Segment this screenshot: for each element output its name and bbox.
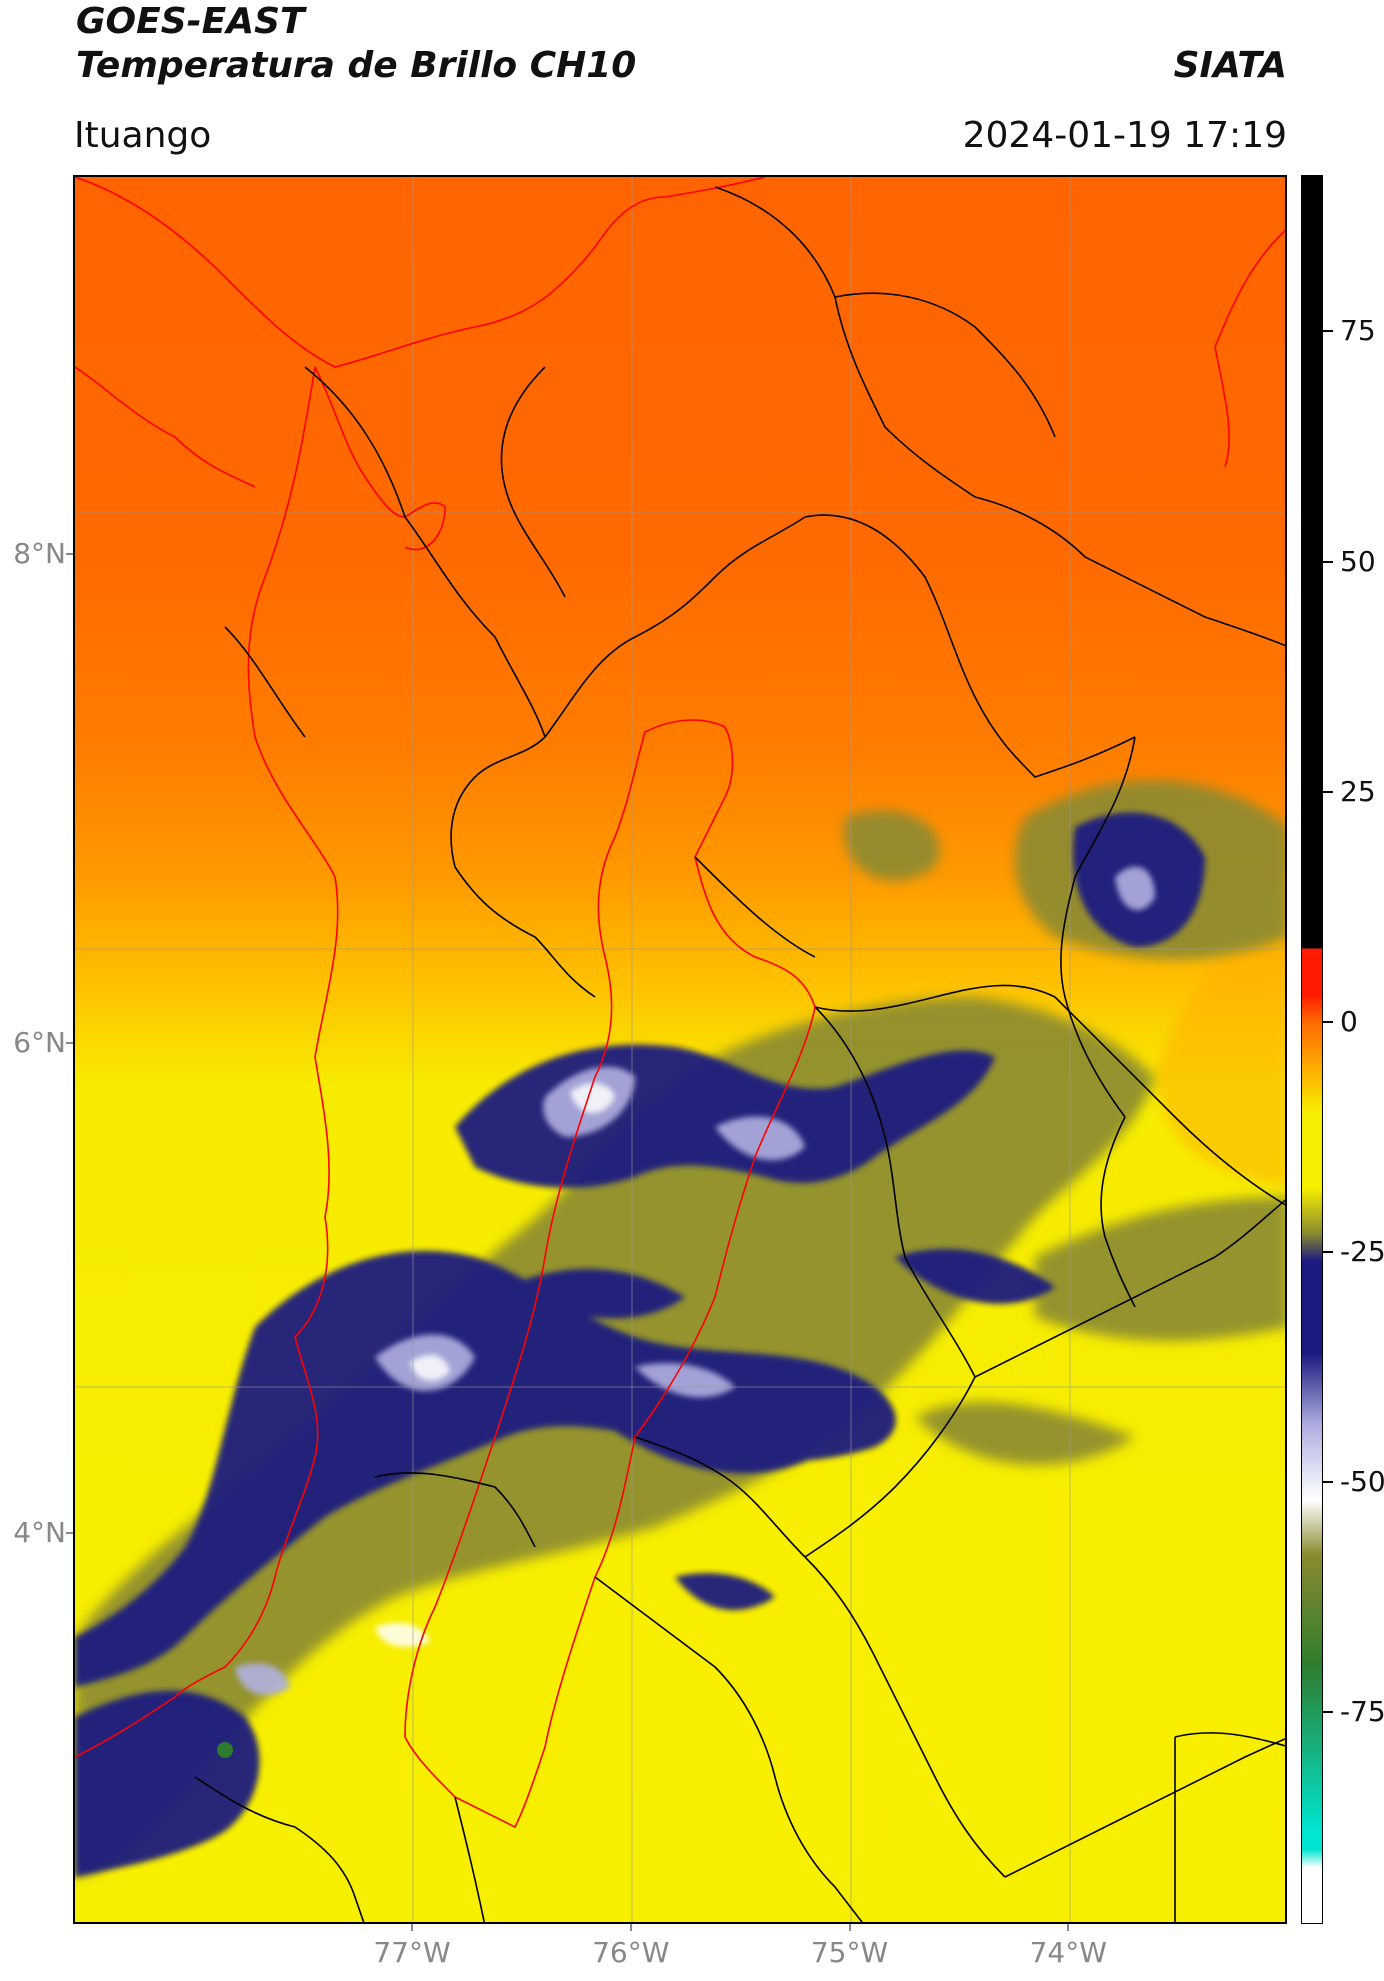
satellite-map	[73, 175, 1287, 1924]
colorbar-tick-label: 50	[1340, 544, 1376, 578]
colorbar-tick-label: -25	[1340, 1235, 1384, 1269]
colorbar-tick-label: -75	[1340, 1695, 1384, 1729]
ituango-region-outline	[404, 719, 816, 1829]
longitude-label: 75°W	[810, 1936, 889, 1969]
agency-label: SIATA	[1173, 45, 1287, 86]
longitude-tick	[411, 1924, 414, 1931]
colorbar-tick-label: 75	[1340, 314, 1376, 348]
latitude-tick	[66, 1531, 73, 1534]
latitude-tick	[66, 553, 73, 556]
cloud-green-core	[217, 1742, 233, 1758]
location-label: Ituango	[74, 115, 212, 156]
longitude-label: 77°W	[373, 1936, 451, 1969]
colorbar-tick-label: 25	[1340, 774, 1376, 808]
warm-orange-east	[1155, 880, 1285, 1187]
gridlines	[75, 177, 1285, 1922]
satellite-title: GOES-EAST	[76, 1, 305, 42]
map-canvas	[75, 177, 1285, 1922]
longitude-label: 76°W	[592, 1936, 670, 1969]
colorbar-tick	[1323, 1251, 1333, 1254]
colorbar-tick	[1323, 330, 1333, 333]
longitude-label: 74°W	[1029, 1936, 1107, 1969]
colorbar-tick-label: 0	[1340, 1004, 1358, 1038]
longitude-tick	[629, 1924, 632, 1931]
colorbar-tick	[1323, 560, 1333, 563]
colorbar-tick	[1323, 790, 1333, 793]
department-boundaries	[194, 186, 1285, 1922]
latitude-tick	[66, 1042, 73, 1045]
colorbar-tick-label: -50	[1340, 1465, 1384, 1499]
cloud-lavender-cores	[235, 866, 1155, 1696]
colorbar-tick	[1323, 1711, 1333, 1714]
temperature-colorbar	[1301, 175, 1323, 1924]
cloud-white-cores	[375, 1082, 615, 1647]
longitude-tick	[1067, 1924, 1070, 1931]
coastline	[75, 177, 1285, 1758]
longitude-tick	[848, 1924, 851, 1931]
colorbar-tick	[1323, 1481, 1333, 1484]
cloud-olive-layer	[75, 780, 1285, 1877]
latitude-label: 4°N	[13, 1515, 66, 1549]
product-title: Temperatura de Brillo CH10	[76, 45, 637, 86]
latitude-label: 6°N	[13, 1026, 66, 1060]
latitude-label: 8°N	[13, 537, 66, 571]
datetime-label: 2024-01-19 17:19	[962, 115, 1287, 156]
colorbar-tick	[1323, 1020, 1333, 1023]
